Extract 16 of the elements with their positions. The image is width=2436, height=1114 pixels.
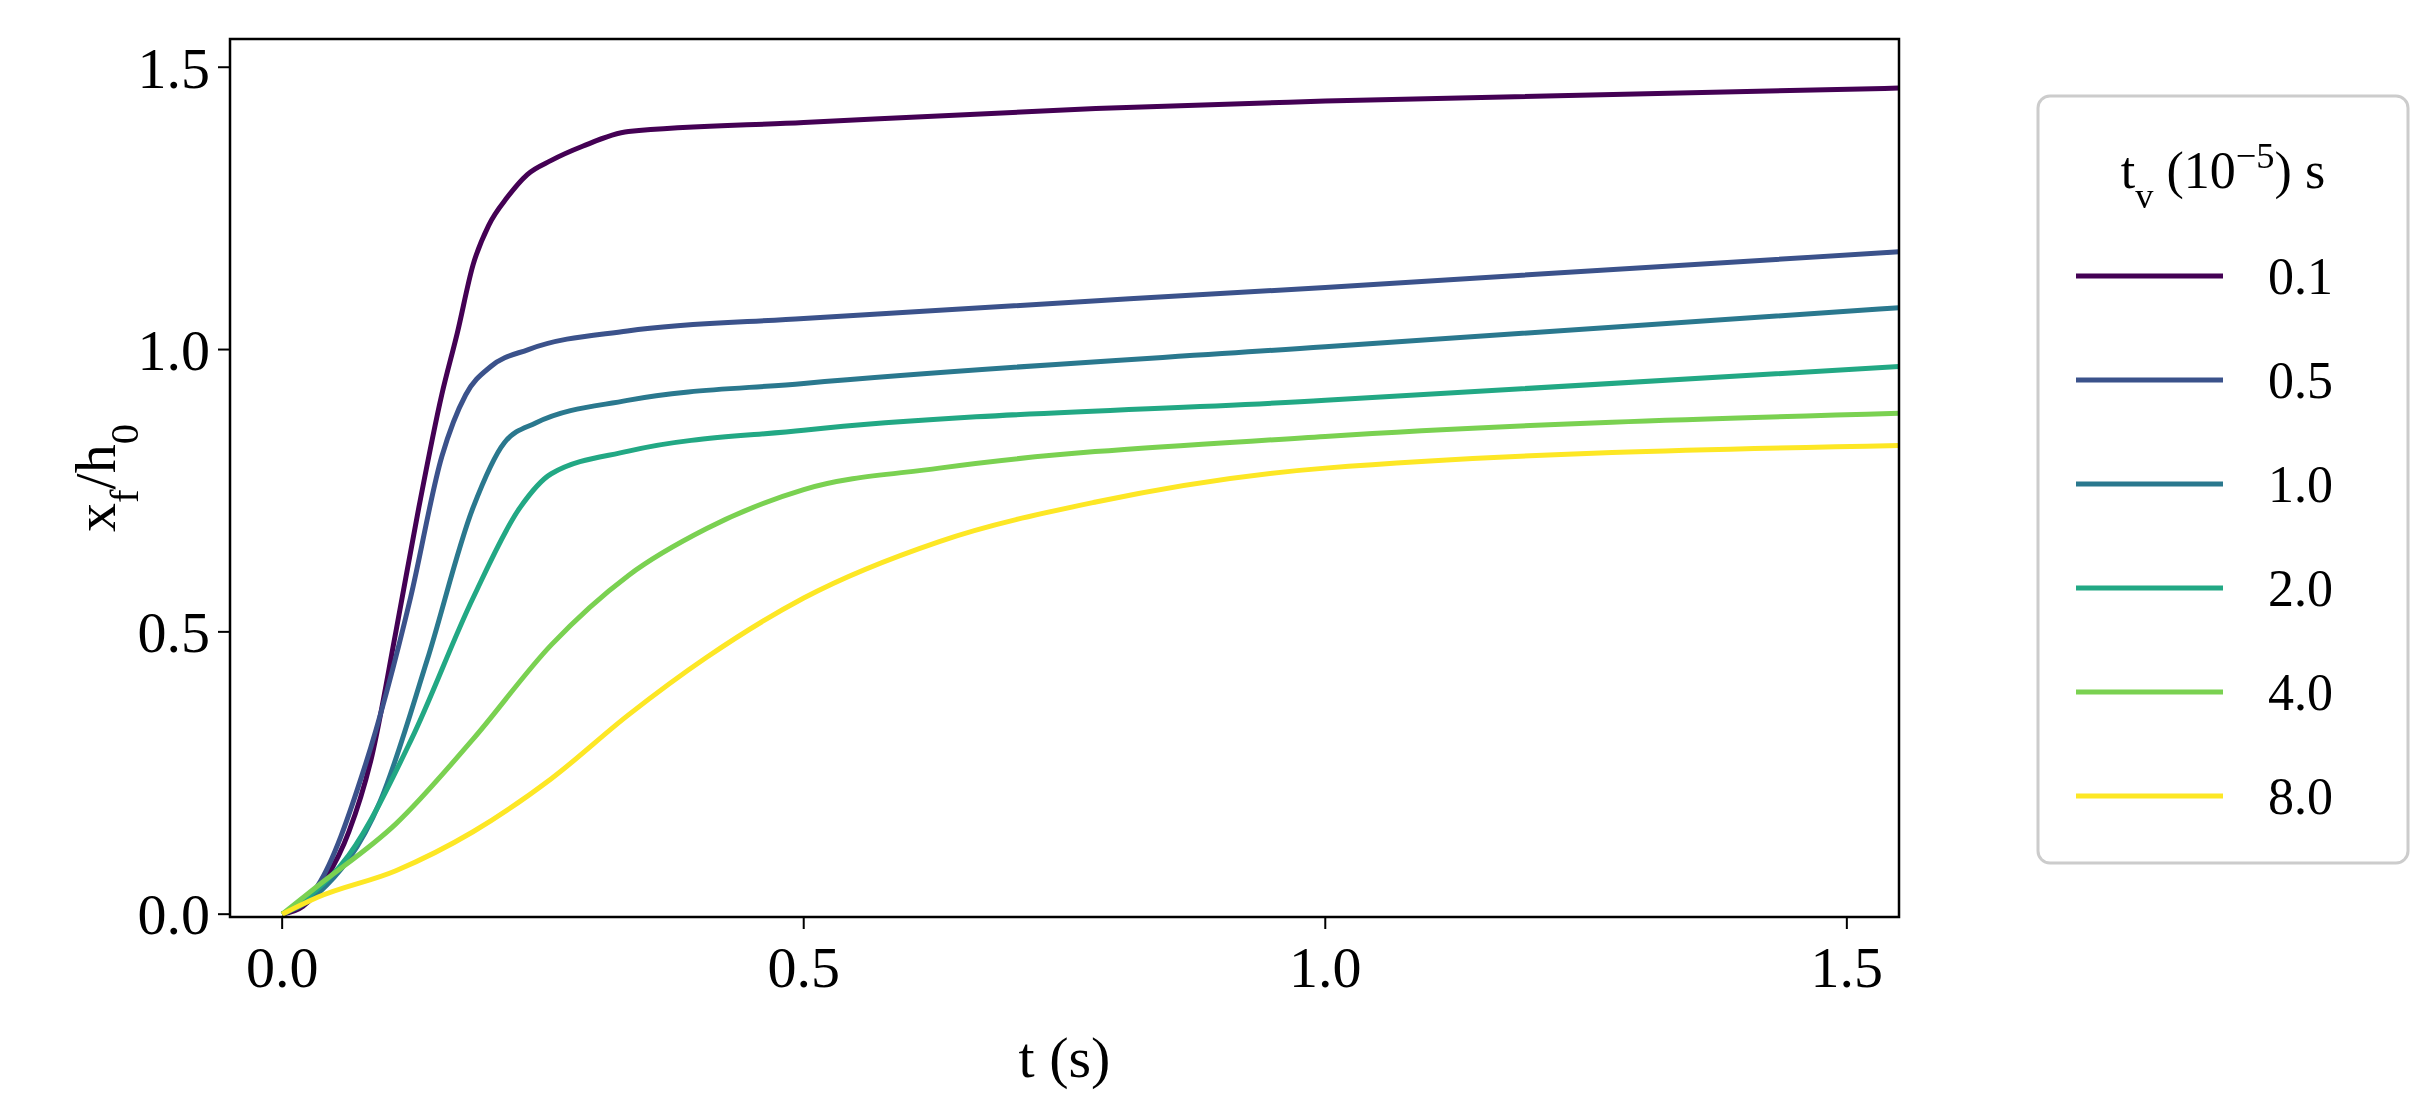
legend-label: 4.0 xyxy=(2268,664,2333,722)
x-tick-label: 1.0 xyxy=(1289,935,1362,1000)
x-tick-label: 0.5 xyxy=(767,935,840,1000)
legend-label: 1.0 xyxy=(2268,456,2333,514)
x-tick-label: 1.5 xyxy=(1810,935,1884,1000)
legend-title: t$_{v}$ (10$^{−5}$) s xyxy=(2120,136,2326,216)
x-axis-title: t (s) xyxy=(1018,1025,1111,1090)
y-tick-label: 0.5 xyxy=(137,600,210,666)
legend-label: 8.0 xyxy=(2268,768,2333,826)
legend-label: 0.1 xyxy=(2268,248,2333,306)
y-tick-label: 0.0 xyxy=(137,882,210,948)
y-tick-label: 1.0 xyxy=(137,317,210,383)
y-tick-label: 1.5 xyxy=(137,35,210,101)
legend-label: 2.0 xyxy=(2268,560,2333,618)
x-tick-label: 0.0 xyxy=(245,935,319,1000)
legend-label: 0.5 xyxy=(2268,352,2333,410)
